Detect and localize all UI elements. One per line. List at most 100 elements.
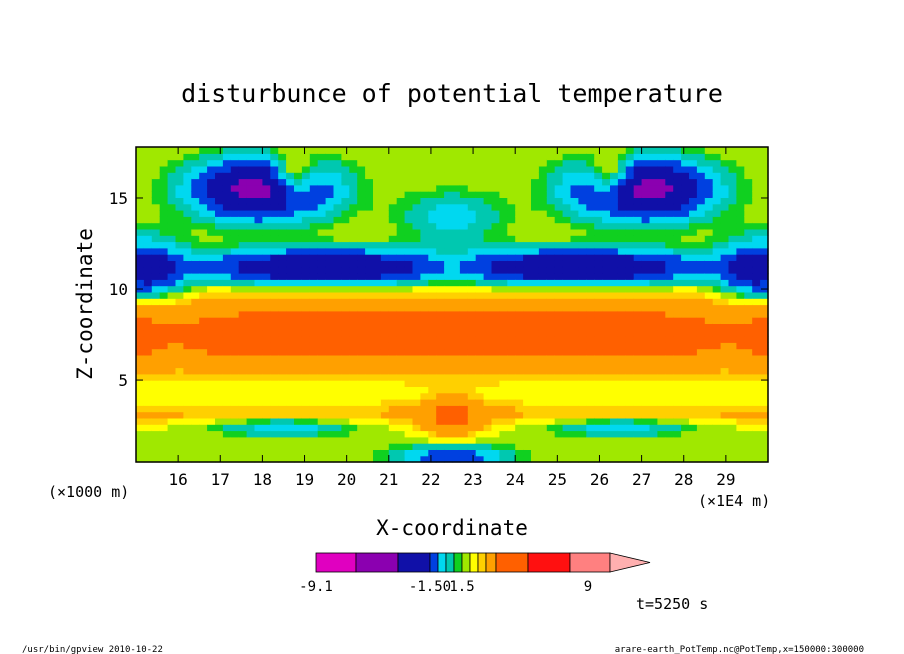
heatmap-cell [720,165,730,173]
heatmap-cell [704,247,714,255]
heatmap-cell [428,254,437,261]
heatmap-cell [301,430,311,438]
heatmap-cell [499,241,508,249]
heatmap-cell [175,222,184,230]
heatmap-cell [175,235,184,243]
heatmap-cell [325,298,335,306]
heatmap-cell [602,153,611,161]
heatmap-cell [641,216,651,224]
heatmap-cell [286,165,295,173]
heatmap-cell [736,216,745,224]
heatmap-cell [696,184,706,192]
heatmap-cell [396,455,406,463]
heatmap-cell [436,228,445,236]
heatmap-cell [704,203,714,211]
heatmap-cell [475,197,485,205]
heatmap-cell [278,310,287,318]
heatmap-cell [404,399,414,406]
heatmap-cell [222,235,232,243]
colorbar-segment [469,552,479,573]
heatmap-cell [167,386,177,394]
heatmap-cell [333,336,342,343]
heatmap-cell [538,411,548,419]
heatmap-cell [625,361,635,369]
heatmap-cell [625,424,635,432]
heatmap-cell [736,210,745,217]
heatmap-cell [191,203,200,211]
heatmap-cell [230,254,240,261]
heatmap-cell [230,216,240,224]
heatmap-cell [602,172,611,180]
heatmap-cell [286,222,295,230]
heatmap-cell [586,298,595,306]
heatmap-cell [704,386,714,394]
heatmap-cell [523,178,532,186]
heatmap-cell [222,310,232,318]
heatmap-cell [728,336,737,343]
heatmap-cell [641,210,651,217]
heatmap-cell [712,203,722,211]
x-tick-label: 20 [337,470,356,489]
heatmap-cell [373,436,382,444]
heatmap-cell [436,342,445,350]
heatmap-cell [412,317,421,324]
heatmap-cell [286,430,295,438]
heatmap-cell [349,178,358,186]
heatmap-cell [681,279,690,287]
heatmap-cell [199,424,208,432]
heatmap-cell [183,191,192,198]
heatmap-cell [499,247,508,255]
heatmap-cell [388,197,398,205]
heatmap-cell [136,392,145,400]
heatmap-cell [333,254,342,261]
heatmap-cell [262,399,271,406]
heatmap-cell [633,178,643,186]
heatmap-cell [554,329,564,337]
heatmap-cell [436,443,445,450]
heatmap-cell [380,455,390,463]
x-tick-label: 16 [169,470,188,489]
heatmap-cell [570,449,579,457]
heatmap-cell [459,153,469,161]
heatmap-cell [736,247,745,255]
heatmap-cell [689,279,698,287]
heatmap-cell [523,266,532,274]
heatmap-cell [483,411,493,419]
heatmap-cell [167,197,177,205]
heatmap-cell [649,216,658,224]
heatmap-cell [594,348,603,356]
heatmap-cell [175,247,184,255]
heatmap-cell [523,424,532,432]
heatmap-cell [602,147,611,154]
heatmap-cell [570,172,579,180]
heatmap-cell [546,197,556,205]
heatmap-cell [586,348,595,356]
heatmap-cell [151,348,161,356]
heatmap-cell [546,373,556,381]
heatmap-cell [444,203,453,211]
heatmap-cell [665,436,674,444]
heatmap-cell [681,254,690,261]
heatmap-cell [365,298,374,306]
heatmap-cell [191,342,200,350]
heatmap-cell [467,317,477,324]
heatmap-cell [744,373,753,381]
heatmap-cell [499,210,508,217]
heatmap-cell [696,241,706,249]
heatmap-cell [349,354,358,362]
heatmap-cell [230,354,240,362]
heatmap-cell [728,197,737,205]
heatmap-cell [475,329,485,337]
heatmap-cell [665,336,674,343]
heatmap-cell [578,336,587,343]
heatmap-cell [167,298,177,306]
heatmap-cell [199,260,208,268]
heatmap-cell [230,323,240,331]
heatmap-cell [262,197,271,205]
heatmap-cell [365,260,374,268]
heatmap-cell [357,266,366,274]
heatmap-cell [175,291,184,299]
heatmap-cell [222,430,232,438]
heatmap-cell [396,386,406,394]
heatmap-cell [301,317,311,324]
